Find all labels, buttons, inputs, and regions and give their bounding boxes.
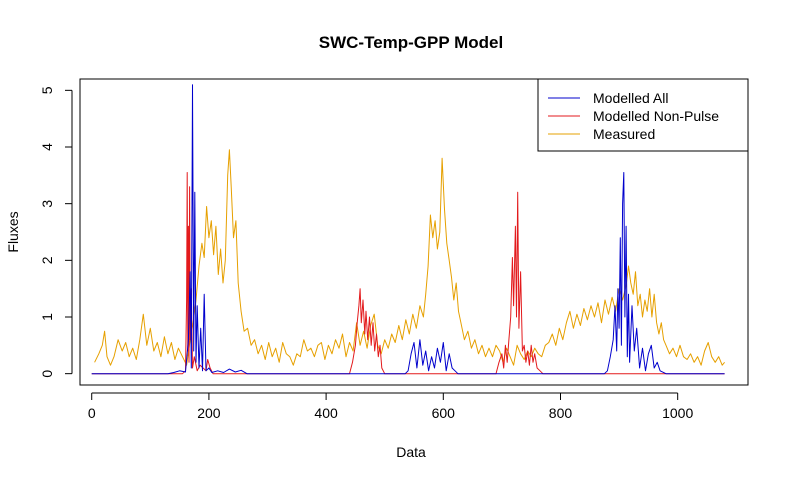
series-line-measured (94, 149, 725, 366)
y-tick-label: 1 (39, 313, 55, 321)
series-layer (91, 84, 725, 375)
x-tick-label: 200 (197, 405, 221, 421)
y-axis-label: Fluxes (5, 211, 21, 252)
x-tick-label: 600 (432, 405, 456, 421)
legend: Modelled All Modelled Non-Pulse Measured (537, 78, 749, 152)
series-line-modelled-non-pulse (91, 172, 725, 375)
chart-title: SWC-Temp-GPP Model (319, 33, 504, 52)
x-axis-label: Data (396, 444, 426, 460)
x-axis: 0 200 400 600 800 1000 (88, 392, 693, 421)
legend-label-measured: Measured (593, 126, 655, 142)
y-tick-label: 2 (39, 256, 55, 264)
legend-box (537, 78, 749, 152)
legend-label-modelled-all: Modelled All (593, 90, 669, 106)
y-tick-label: 3 (39, 200, 55, 208)
y-tick-label: 4 (39, 143, 55, 151)
y-tick-label: 5 (39, 86, 55, 94)
x-tick-label: 0 (88, 405, 96, 421)
legend-items: Modelled All Modelled Non-Pulse Measured (548, 90, 719, 142)
legend-label-modelled-non-pulse: Modelled Non-Pulse (593, 108, 719, 124)
x-tick-label: 400 (314, 405, 338, 421)
x-tick-label: 1000 (662, 405, 693, 421)
x-tick-label: 800 (549, 405, 573, 421)
plot-frame (79, 78, 749, 386)
series-line-modelled-all (91, 84, 725, 375)
y-axis: 0 1 2 3 4 5 (39, 86, 73, 378)
y-tick-label: 0 (39, 370, 55, 378)
